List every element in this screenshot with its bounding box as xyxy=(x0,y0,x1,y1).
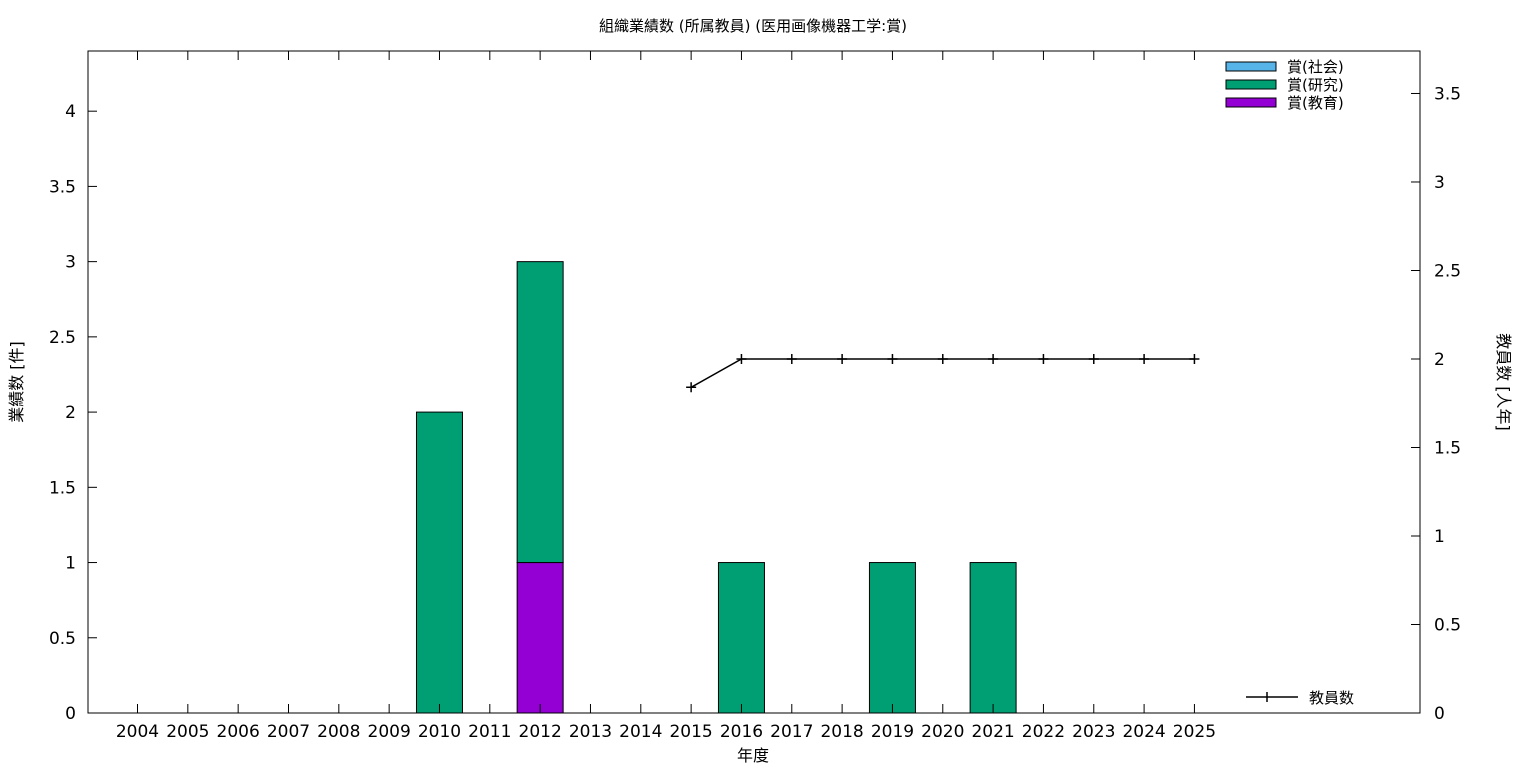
x-tick-label: 2016 xyxy=(720,722,763,742)
x-tick-label: 2005 xyxy=(166,722,209,742)
legend-swatch xyxy=(1225,97,1277,108)
y2-tick-label: 1.5 xyxy=(1434,438,1461,458)
staff-point xyxy=(937,353,948,364)
staff-point xyxy=(1038,353,1049,364)
y2-tick-label: 1 xyxy=(1434,527,1445,547)
y2-tick-label: 3 xyxy=(1434,173,1445,193)
staff-point xyxy=(837,353,848,364)
legend-label: 賞(社会) xyxy=(1287,58,1344,76)
x-tick-label: 2006 xyxy=(217,722,260,742)
legend-swatch xyxy=(1225,61,1277,72)
x-tick-label: 2008 xyxy=(317,722,360,742)
staff-point xyxy=(736,353,747,364)
y2-tick-label: 0 xyxy=(1434,704,1445,724)
y-tick-label: 3.5 xyxy=(49,177,76,197)
y-tick-label: 0.5 xyxy=(49,629,76,649)
staff-point xyxy=(988,353,999,364)
staff-point xyxy=(1088,353,1099,364)
x-tick-label: 2023 xyxy=(1072,722,1115,742)
staff-point xyxy=(686,382,697,393)
y2-axis-label: 教員数 [人年] xyxy=(1494,333,1513,431)
legend-label: 賞(研究) xyxy=(1287,76,1344,94)
y2-tick-label: 2 xyxy=(1434,350,1445,370)
legend-line-label: 教員数 xyxy=(1309,689,1354,707)
y2-tick-label: 0.5 xyxy=(1434,615,1461,635)
x-tick-label: 2010 xyxy=(418,722,461,742)
x-tick-label: 2007 xyxy=(267,722,310,742)
bar-segment xyxy=(868,562,916,714)
x-tick-label: 2019 xyxy=(871,722,914,742)
y-tick-label: 1 xyxy=(65,554,76,574)
y-tick-label: 2.5 xyxy=(49,328,76,348)
y-tick-label: 3 xyxy=(65,253,76,273)
y2-tick-label: 3.5 xyxy=(1434,84,1461,104)
legend-label: 賞(教育) xyxy=(1287,94,1344,112)
x-tick-label: 2022 xyxy=(1022,722,1065,742)
bar-segment xyxy=(516,562,564,714)
x-tick-label: 2012 xyxy=(519,722,562,742)
x-tick-label: 2004 xyxy=(116,722,159,742)
x-axis-label: 年度 xyxy=(737,746,769,765)
bar-segment xyxy=(717,562,765,714)
x-tick-label: 2025 xyxy=(1173,722,1216,742)
x-tick-label: 2011 xyxy=(468,722,511,742)
legend-swatch xyxy=(1225,79,1277,90)
x-tick-label: 2014 xyxy=(619,722,662,742)
chart-title: 組織業績数 (所属教員) (医用画像機器工学:賞) xyxy=(599,17,907,35)
y2-tick-label: 2.5 xyxy=(1434,261,1461,281)
x-tick-label: 2017 xyxy=(770,722,813,742)
y-tick-label: 2 xyxy=(65,403,76,423)
bar-segment xyxy=(516,261,564,564)
y-axis-label: 業績数 [件] xyxy=(7,341,26,423)
staff-point xyxy=(1189,353,1200,364)
x-tick-label: 2024 xyxy=(1122,722,1165,742)
bar-segment xyxy=(415,411,463,714)
x-tick-label: 2021 xyxy=(971,722,1014,742)
ticks-layer: 2004 2005 2006 2007 2008 2009 2010 2011 2012 2013… xyxy=(49,51,1461,742)
staff-point xyxy=(887,353,898,364)
x-tick-label: 2013 xyxy=(569,722,612,742)
staff-point xyxy=(1139,353,1150,364)
y-tick-label: 0 xyxy=(65,704,76,724)
y-tick-label: 1.5 xyxy=(49,478,76,498)
bar-segment xyxy=(969,562,1017,714)
y-tick-label: 4 xyxy=(65,102,76,122)
x-tick-label: 2015 xyxy=(669,722,712,742)
x-tick-label: 2009 xyxy=(368,722,411,742)
bars-layer xyxy=(415,261,1017,714)
x-tick-label: 2018 xyxy=(820,722,863,742)
x-tick-label: 2020 xyxy=(921,722,964,742)
staff-point xyxy=(786,353,797,364)
staff-line-layer xyxy=(686,353,1200,393)
legend: 賞(社会)賞(研究)賞(教育) 教員数 xyxy=(1225,58,1354,707)
